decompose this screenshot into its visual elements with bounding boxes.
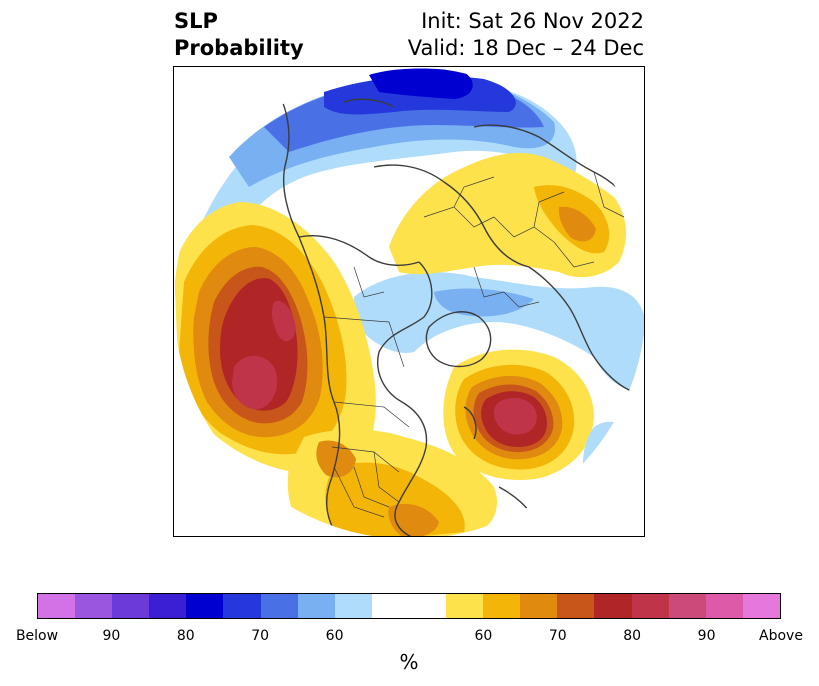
colorbar-tick-label: 60 <box>325 628 344 644</box>
colorbar-tick-label: Above <box>759 628 803 644</box>
date-info: Init: Sat 26 Nov 2022 Valid: 18 Dec – 24… <box>408 8 644 62</box>
colorbar-swatch <box>631 594 669 618</box>
colorbar-swatch <box>557 594 595 618</box>
colorbar-tick-label: 80 <box>623 628 642 644</box>
colorbar-swatch <box>297 594 335 618</box>
colorbar-swatch <box>520 594 558 618</box>
colorbar-swatch <box>38 594 76 618</box>
title-line-2: Probability <box>174 36 304 60</box>
title-line-1: SLP <box>174 9 218 33</box>
colorbar-tick-label: 90 <box>102 628 121 644</box>
above-core-pacific-north <box>271 301 296 342</box>
colorbar-swatch <box>186 594 224 618</box>
below-patch-atlantic-inner <box>434 288 534 317</box>
below-core <box>369 68 473 99</box>
colorbar-swatch <box>594 594 632 618</box>
borders <box>323 171 625 518</box>
below-band-east-atlantic <box>582 421 643 512</box>
colorbar <box>37 593 781 619</box>
colorbar-swatch <box>112 594 150 618</box>
map-title: SLP Probability <box>174 8 304 62</box>
above-core-pacific-south <box>232 355 278 410</box>
colorbar-tick-label: 70 <box>251 628 270 644</box>
probability-map <box>173 66 645 537</box>
colorbar-swatch <box>371 594 409 618</box>
above-core-atlantic <box>493 397 537 435</box>
colorbar-swatch <box>75 594 113 618</box>
colorbar-swatch <box>742 594 780 618</box>
init-date: Init: Sat 26 Nov 2022 <box>421 9 644 33</box>
colorbar-tick-label: 90 <box>697 628 716 644</box>
colorbar-tick-label: 70 <box>548 628 567 644</box>
valid-range: Valid: 18 Dec – 24 Dec <box>407 36 644 60</box>
below-patch-atlantic <box>354 272 644 390</box>
colorbar-swatch <box>260 594 298 618</box>
colorbar-swatch <box>668 594 706 618</box>
above-band-eurasia <box>389 152 626 278</box>
colorbar-tick-label: 60 <box>474 628 493 644</box>
colorbar-swatch <box>149 594 187 618</box>
colorbar-swatch <box>334 594 372 618</box>
colorbar-swatch <box>446 594 484 618</box>
map-canvas <box>174 67 644 536</box>
colorbar-unit: % <box>399 650 419 674</box>
above-band-eurasia-70 <box>558 206 596 242</box>
colorbar-swatch <box>223 594 261 618</box>
colorbar-tick-label: 80 <box>176 628 195 644</box>
colorbar-swatch <box>705 594 743 618</box>
colorbar-tick-label: Below <box>15 628 59 644</box>
colorbar-swatch <box>408 594 447 618</box>
colorbar-swatch <box>483 594 521 618</box>
